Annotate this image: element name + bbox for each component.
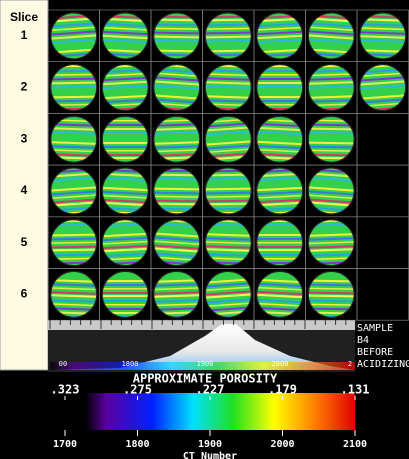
ct-slice-image	[307, 219, 355, 267]
ct-tick-label: 1800	[125, 439, 149, 450]
ct-tick-label: 1900	[198, 439, 222, 450]
slice-column	[0, 0, 49, 371]
porosity-tick-label: .179	[268, 383, 297, 397]
ct-slice-image	[204, 12, 252, 60]
ct-slice-image	[256, 167, 304, 215]
slice-label: 3	[21, 131, 28, 145]
porosity-tick-label: .275	[123, 383, 152, 397]
slice-label: 6	[21, 287, 28, 301]
ct-slice-image	[50, 270, 98, 318]
ct-slice-image	[256, 219, 304, 267]
sample-note: B4	[357, 335, 369, 346]
ct-slice-image	[307, 167, 355, 215]
ct-slice-image	[101, 12, 149, 60]
histogram-curve	[50, 324, 355, 370]
ct-slice-image	[101, 219, 149, 267]
ct-slice-image	[256, 12, 304, 60]
histogram-label: 00	[59, 360, 67, 368]
ct-slice-image	[204, 219, 252, 267]
ct-slice-image	[204, 63, 252, 112]
porosity-tick-label: .131	[341, 383, 370, 397]
grid-cell	[356, 216, 409, 269]
grid-cell	[356, 113, 409, 166]
ct-slice-image	[153, 115, 201, 163]
ct-tick-label: 2000	[270, 439, 294, 450]
histogram-label: 2000	[272, 360, 289, 368]
ct-slice-image	[153, 63, 201, 112]
ct-slice-image	[101, 270, 149, 318]
colorbar-title: APPROXIMATE POROSITY	[133, 372, 278, 386]
grid-cell	[356, 164, 409, 218]
histogram-label: 2	[348, 360, 352, 368]
ct-slice-image	[153, 167, 201, 215]
ct-slice-image	[101, 115, 149, 163]
ct-tick-label: 1700	[53, 439, 77, 450]
ct-slice-image	[50, 63, 98, 112]
histogram-label: 1800	[122, 360, 139, 368]
ct-slice-image	[307, 115, 355, 163]
ct-slice-image	[204, 115, 252, 163]
ct-slice-image	[153, 270, 201, 318]
histogram-ruler	[48, 320, 355, 330]
grid-cell	[356, 268, 409, 321]
ct-slice-image	[204, 167, 252, 215]
ct-slice-image	[204, 270, 252, 318]
color-bar	[85, 393, 355, 430]
ct-slice-image	[50, 219, 98, 267]
slice-label: 5	[21, 235, 28, 249]
sample-note: SAMPLE	[357, 323, 393, 334]
sample-note: ACIDIZING	[357, 359, 409, 370]
slice-label: 2	[21, 80, 28, 94]
ct-slice-image	[50, 115, 98, 163]
histogram-label: 1900	[197, 360, 214, 368]
ct-slice-image	[50, 12, 98, 60]
ct-slice-image	[101, 167, 149, 215]
histogram-colors	[50, 362, 355, 370]
ct-slice-image	[359, 12, 407, 60]
slice-label: 1	[21, 28, 28, 42]
ct-slice-image	[101, 63, 149, 112]
ct-slice-image	[153, 12, 201, 60]
ct-slice-image	[256, 115, 304, 163]
sample-note: BEFORE	[357, 347, 393, 358]
ct-tick-label: 2100	[343, 439, 367, 450]
ct-slice-image	[153, 219, 201, 267]
ct-slice-image	[307, 12, 355, 60]
ct-slice-image	[256, 270, 304, 318]
ct-slice-image	[256, 63, 304, 112]
ct-slice-image	[307, 63, 355, 112]
porosity-tick-label: .323	[51, 383, 80, 397]
slice-header: Slice	[10, 10, 38, 24]
ct-slice-image	[50, 167, 98, 215]
ct-slice-image	[359, 63, 407, 112]
porosity-tick-label: .227	[196, 383, 225, 397]
ct-slice-image	[307, 270, 355, 318]
slice-label: 4	[21, 183, 28, 197]
axis-label: CT Number	[183, 451, 237, 459]
